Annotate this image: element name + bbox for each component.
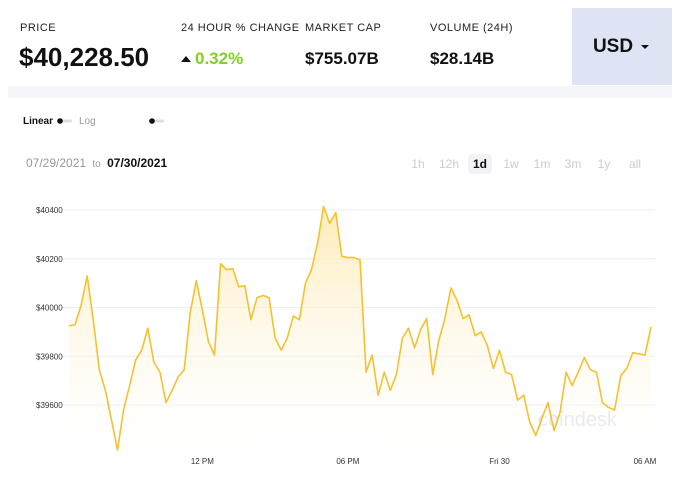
timeframe-button[interactable]: 1h — [411, 157, 425, 171]
timeframe-button[interactable]: 12h — [438, 157, 460, 171]
y-tick-label: $39600 — [36, 401, 63, 410]
timeframe-button[interactable]: 1y — [597, 157, 611, 171]
x-tick-label: Fri 30 — [489, 457, 510, 466]
currency-button[interactable]: USD — [572, 8, 672, 85]
date-to-word: to — [92, 159, 101, 170]
y-tick-label: $40200 — [36, 255, 63, 264]
date-to[interactable]: 07/30/2021 — [107, 156, 168, 170]
linear-toggle[interactable] — [57, 118, 73, 124]
volume-value: $28.14B — [430, 49, 495, 68]
log-option[interactable]: Log — [79, 116, 96, 127]
y-tick-label: $40000 — [36, 304, 63, 313]
timeframe-bar: 1h 12h 1d 1w 1m 3m 1y all — [406, 154, 647, 174]
price-value: $40,228.50 — [19, 42, 150, 72]
log-toggle[interactable] — [149, 118, 165, 124]
market-cap-label: MARKET CAP — [305, 22, 382, 34]
divider — [8, 86, 672, 98]
chart: $39600$39800$40000$40200$40400coindesk12… — [36, 205, 657, 466]
y-tick-label: $39800 — [36, 352, 63, 361]
price-label: PRICE — [20, 22, 57, 34]
x-tick-label: 12 PM — [191, 457, 214, 466]
change-label: 24 HOUR % CHANGE — [181, 22, 300, 34]
timeframe-button[interactable]: 1m — [533, 157, 551, 171]
area-fill — [69, 206, 651, 454]
change-value: 0.32% — [195, 49, 244, 68]
price-line — [68, 205, 652, 451]
volume-label: VOLUME (24H) — [430, 22, 514, 34]
date-from[interactable]: 07/29/2021 — [26, 156, 87, 170]
timeframe-button[interactable]: all — [628, 157, 641, 171]
y-tick-label: $40400 — [36, 206, 63, 215]
date-range: 07/29/2021 to 07/30/2021 — [26, 156, 167, 170]
x-tick-label: 06 AM — [634, 457, 657, 466]
currency-label: USD — [592, 35, 634, 57]
up-arrow — [181, 56, 191, 62]
timeframe-button[interactable]: 1d — [468, 154, 492, 174]
timeframe-button[interactable]: 3m — [564, 157, 582, 171]
market-cap-value: $755.07B — [305, 49, 379, 68]
dropdown-caret — [641, 44, 650, 49]
linear-option[interactable]: Linear — [23, 116, 54, 127]
x-tick-label: 06 PM — [336, 457, 359, 466]
timeframe-button[interactable]: 1w — [503, 157, 519, 171]
